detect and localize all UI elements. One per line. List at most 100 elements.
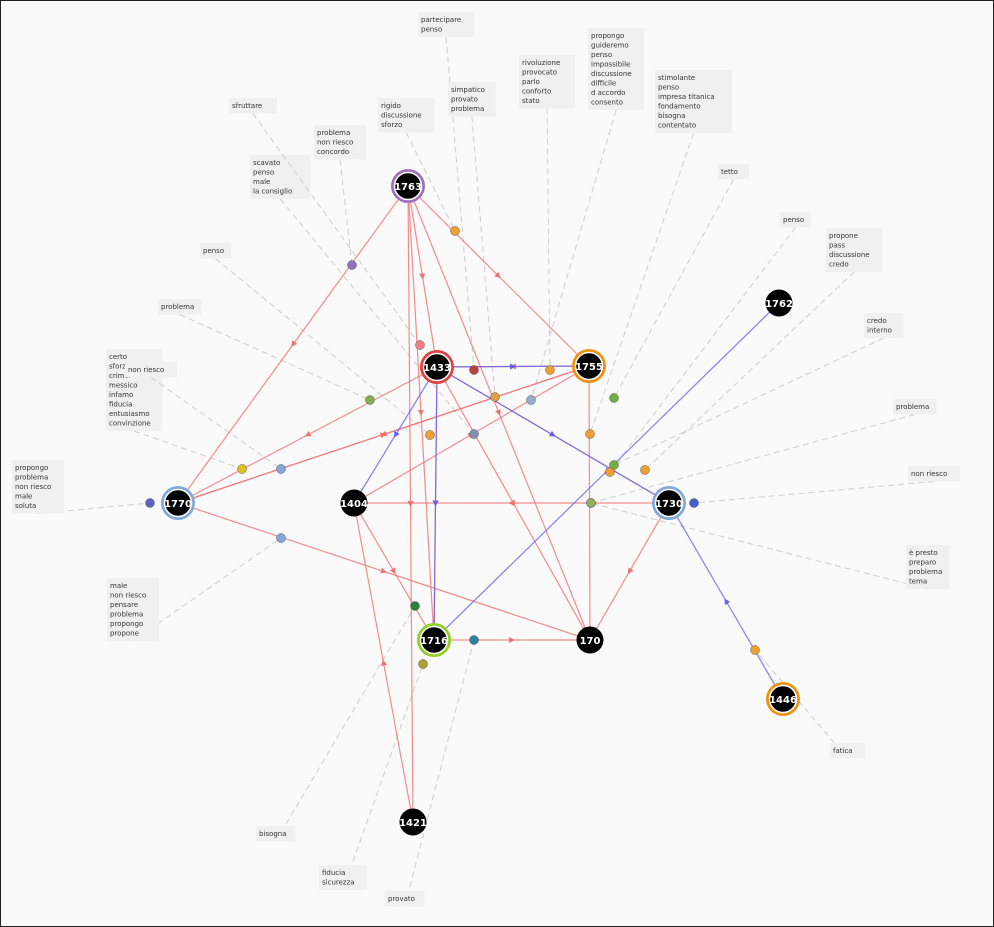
annotation-box xyxy=(200,243,231,259)
edge-dot xyxy=(347,260,357,270)
edge xyxy=(353,502,435,641)
annotation-box xyxy=(378,98,435,133)
annotation-box xyxy=(519,55,576,109)
edge-dot xyxy=(365,395,375,405)
annotation-text: fatica xyxy=(833,747,853,755)
node-label: 1446 xyxy=(769,695,797,706)
node xyxy=(768,684,798,714)
annotation-text: sfruttare xyxy=(232,102,262,110)
annotation-text: soluta xyxy=(15,502,36,510)
annotation-box xyxy=(893,399,937,415)
edge xyxy=(407,185,591,641)
annotation-text: fiducia xyxy=(109,401,132,409)
annotation-text: non riesco xyxy=(317,139,353,147)
annotation-text: non riesco xyxy=(110,592,146,600)
node xyxy=(399,808,427,836)
annotation-text: discussione xyxy=(829,251,870,259)
node xyxy=(393,171,423,201)
annotation-text: non riesco xyxy=(15,483,51,491)
annotation-text: entusiasmo xyxy=(109,410,150,418)
edge-dot xyxy=(490,392,500,402)
edge-dot xyxy=(469,635,479,645)
node-label: 1716 xyxy=(420,636,448,647)
edge-dot xyxy=(689,498,699,508)
edge-dot xyxy=(145,498,155,508)
edge xyxy=(353,366,438,504)
leader-line xyxy=(215,258,431,436)
annotation-text: contentato xyxy=(658,122,696,130)
node-label: 1421 xyxy=(399,818,427,829)
edge-dot xyxy=(469,365,479,375)
edge xyxy=(436,363,590,370)
annotation-text: difficile xyxy=(591,80,616,88)
edge xyxy=(177,366,438,504)
annotation-text: problema xyxy=(451,105,484,113)
annotation-text: infamo xyxy=(109,391,133,399)
annotation-text: impresa titanica xyxy=(658,93,715,101)
annotation-text: propone xyxy=(110,630,139,638)
edge xyxy=(177,502,591,641)
edge-dot xyxy=(276,464,286,474)
edge-dot xyxy=(609,460,619,470)
annotation-text: scavato xyxy=(253,159,280,167)
annotation-text: pensare xyxy=(110,601,138,609)
annotation-box xyxy=(448,82,496,117)
node xyxy=(340,489,368,517)
edge-dot xyxy=(276,533,286,543)
annotation-text: interno xyxy=(867,327,892,335)
edge-dot xyxy=(526,395,536,405)
annotation-text: male xyxy=(253,178,270,186)
edge-dot xyxy=(425,430,435,440)
annotation-text: la consiglio xyxy=(253,188,292,196)
leader-line xyxy=(405,132,456,232)
node xyxy=(574,351,604,381)
edge xyxy=(432,366,439,641)
annotation-text: penso xyxy=(658,84,679,92)
annotation-text: bisogna xyxy=(658,112,686,120)
node-label: 1730 xyxy=(655,499,683,510)
annotation-text: è presto xyxy=(909,549,938,557)
annotation-box xyxy=(125,362,177,378)
node xyxy=(163,488,193,518)
leader-line xyxy=(644,271,855,471)
leader-line xyxy=(275,605,416,842)
annotation-box xyxy=(906,545,950,589)
leader-line xyxy=(693,481,935,504)
annotation-box xyxy=(780,212,811,228)
edge-dot xyxy=(640,465,650,475)
annotation-box xyxy=(314,125,366,160)
edge-dot xyxy=(585,429,595,439)
edge-dot xyxy=(450,226,460,236)
annotation-box xyxy=(229,98,277,114)
node-label: 170 xyxy=(580,636,601,647)
annotation-text: male xyxy=(15,493,32,501)
node-label: 1404 xyxy=(340,499,368,510)
annotation-text: certo xyxy=(109,353,127,361)
annotation-text: penso xyxy=(253,169,274,177)
leader-line xyxy=(471,116,496,398)
edge xyxy=(407,185,414,823)
leader-line xyxy=(590,414,915,504)
annotation-text: credo xyxy=(867,317,887,325)
edge-dot xyxy=(410,601,420,611)
edge-dot xyxy=(237,464,247,474)
annotation-text: non riesco xyxy=(911,470,947,478)
edge xyxy=(668,502,784,700)
annotation-text: guideremo xyxy=(591,42,629,50)
edge-dot xyxy=(586,498,596,508)
annotation-text: stato xyxy=(522,97,540,105)
leader-line xyxy=(179,314,371,401)
annotation-box xyxy=(830,743,866,759)
annotation-text: stimolante xyxy=(658,74,695,82)
annotation-text: sforzo xyxy=(381,121,402,129)
annotation-text: propongo xyxy=(110,620,143,628)
edge-dot xyxy=(415,340,425,350)
annotation-text: propongo xyxy=(591,32,624,40)
node xyxy=(654,488,684,518)
annotation-box xyxy=(655,70,733,133)
edge xyxy=(353,502,414,823)
annotation-text: pass xyxy=(829,242,845,250)
leader-line xyxy=(37,502,151,514)
